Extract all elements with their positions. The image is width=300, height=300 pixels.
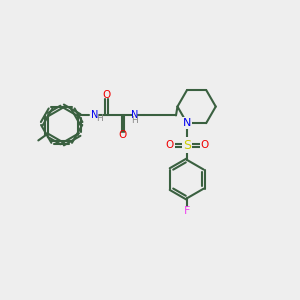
Text: O: O bbox=[165, 140, 173, 150]
Text: O: O bbox=[119, 130, 127, 140]
Text: H: H bbox=[131, 116, 138, 125]
Text: H: H bbox=[96, 114, 103, 123]
Text: O: O bbox=[103, 90, 111, 100]
Text: N: N bbox=[131, 110, 139, 120]
Text: N: N bbox=[183, 118, 191, 128]
Text: S: S bbox=[183, 139, 191, 152]
Text: F: F bbox=[184, 206, 190, 216]
Text: O: O bbox=[201, 140, 209, 150]
Text: N: N bbox=[91, 110, 99, 120]
